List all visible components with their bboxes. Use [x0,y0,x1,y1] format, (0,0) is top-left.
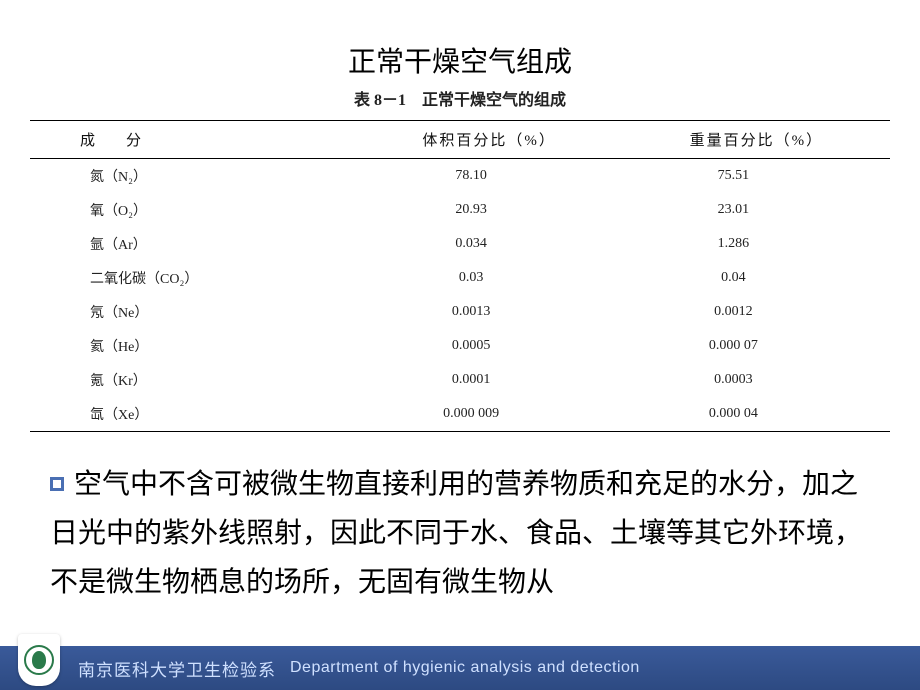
main-title: 正常干燥空气组成 [0,40,920,80]
table-body: 氮（N₂）78.1075.51 氧（O₂）20.9323.01 氩（Ar）0.0… [30,159,890,432]
table-row: 氧（O₂）20.9323.01 [30,193,890,227]
bullet-square-icon [50,477,64,491]
table-caption: 表 8－1 正常干燥空气的组成 [0,86,920,110]
table-header-row: 成 分 体积百分比（%） 重量百分比（%） [30,121,890,159]
footer-dept-en: Department of hygienic analysis and dete… [290,659,640,677]
table-row: 氙（Xe）0.000 0090.000 04 [30,397,890,432]
table-row: 氦（He）0.00050.000 07 [30,329,890,363]
university-logo-icon [18,634,60,686]
body-paragraph: 空气中不含可被微生物直接利用的营养物质和充足的水分，加之日光中的紫外线照射，因此… [50,460,870,607]
col-header-component: 成 分 [30,121,356,159]
table-row: 氩（Ar）0.0341.286 [30,227,890,261]
col-header-weight: 重量百分比（%） [623,121,890,159]
table-row: 二氧化碳（CO₂）0.030.04 [30,261,890,295]
logo-inner-icon [24,645,54,675]
composition-table: 成 分 体积百分比（%） 重量百分比（%） 氮（N₂）78.1075.51 氧（… [30,120,890,432]
table-row: 氮（N₂）78.1075.51 [30,159,890,194]
footer-dept-cn: 南京医科大学卫生检验系 [78,656,276,681]
table-row: 氪（Kr）0.00010.0003 [30,363,890,397]
footer-bar: 南京医科大学卫生检验系 Department of hygienic analy… [0,646,920,690]
paragraph-text: 空气中不含可被微生物直接利用的营养物质和充足的水分，加之日光中的紫外线照射，因此… [50,469,862,598]
col-header-volume: 体积百分比（%） [356,121,623,159]
slide-root: 正常干燥空气组成 表 8－1 正常干燥空气的组成 成 分 体积百分比（%） 重量… [0,0,920,690]
table-row: 氖（Ne）0.00130.0012 [30,295,890,329]
